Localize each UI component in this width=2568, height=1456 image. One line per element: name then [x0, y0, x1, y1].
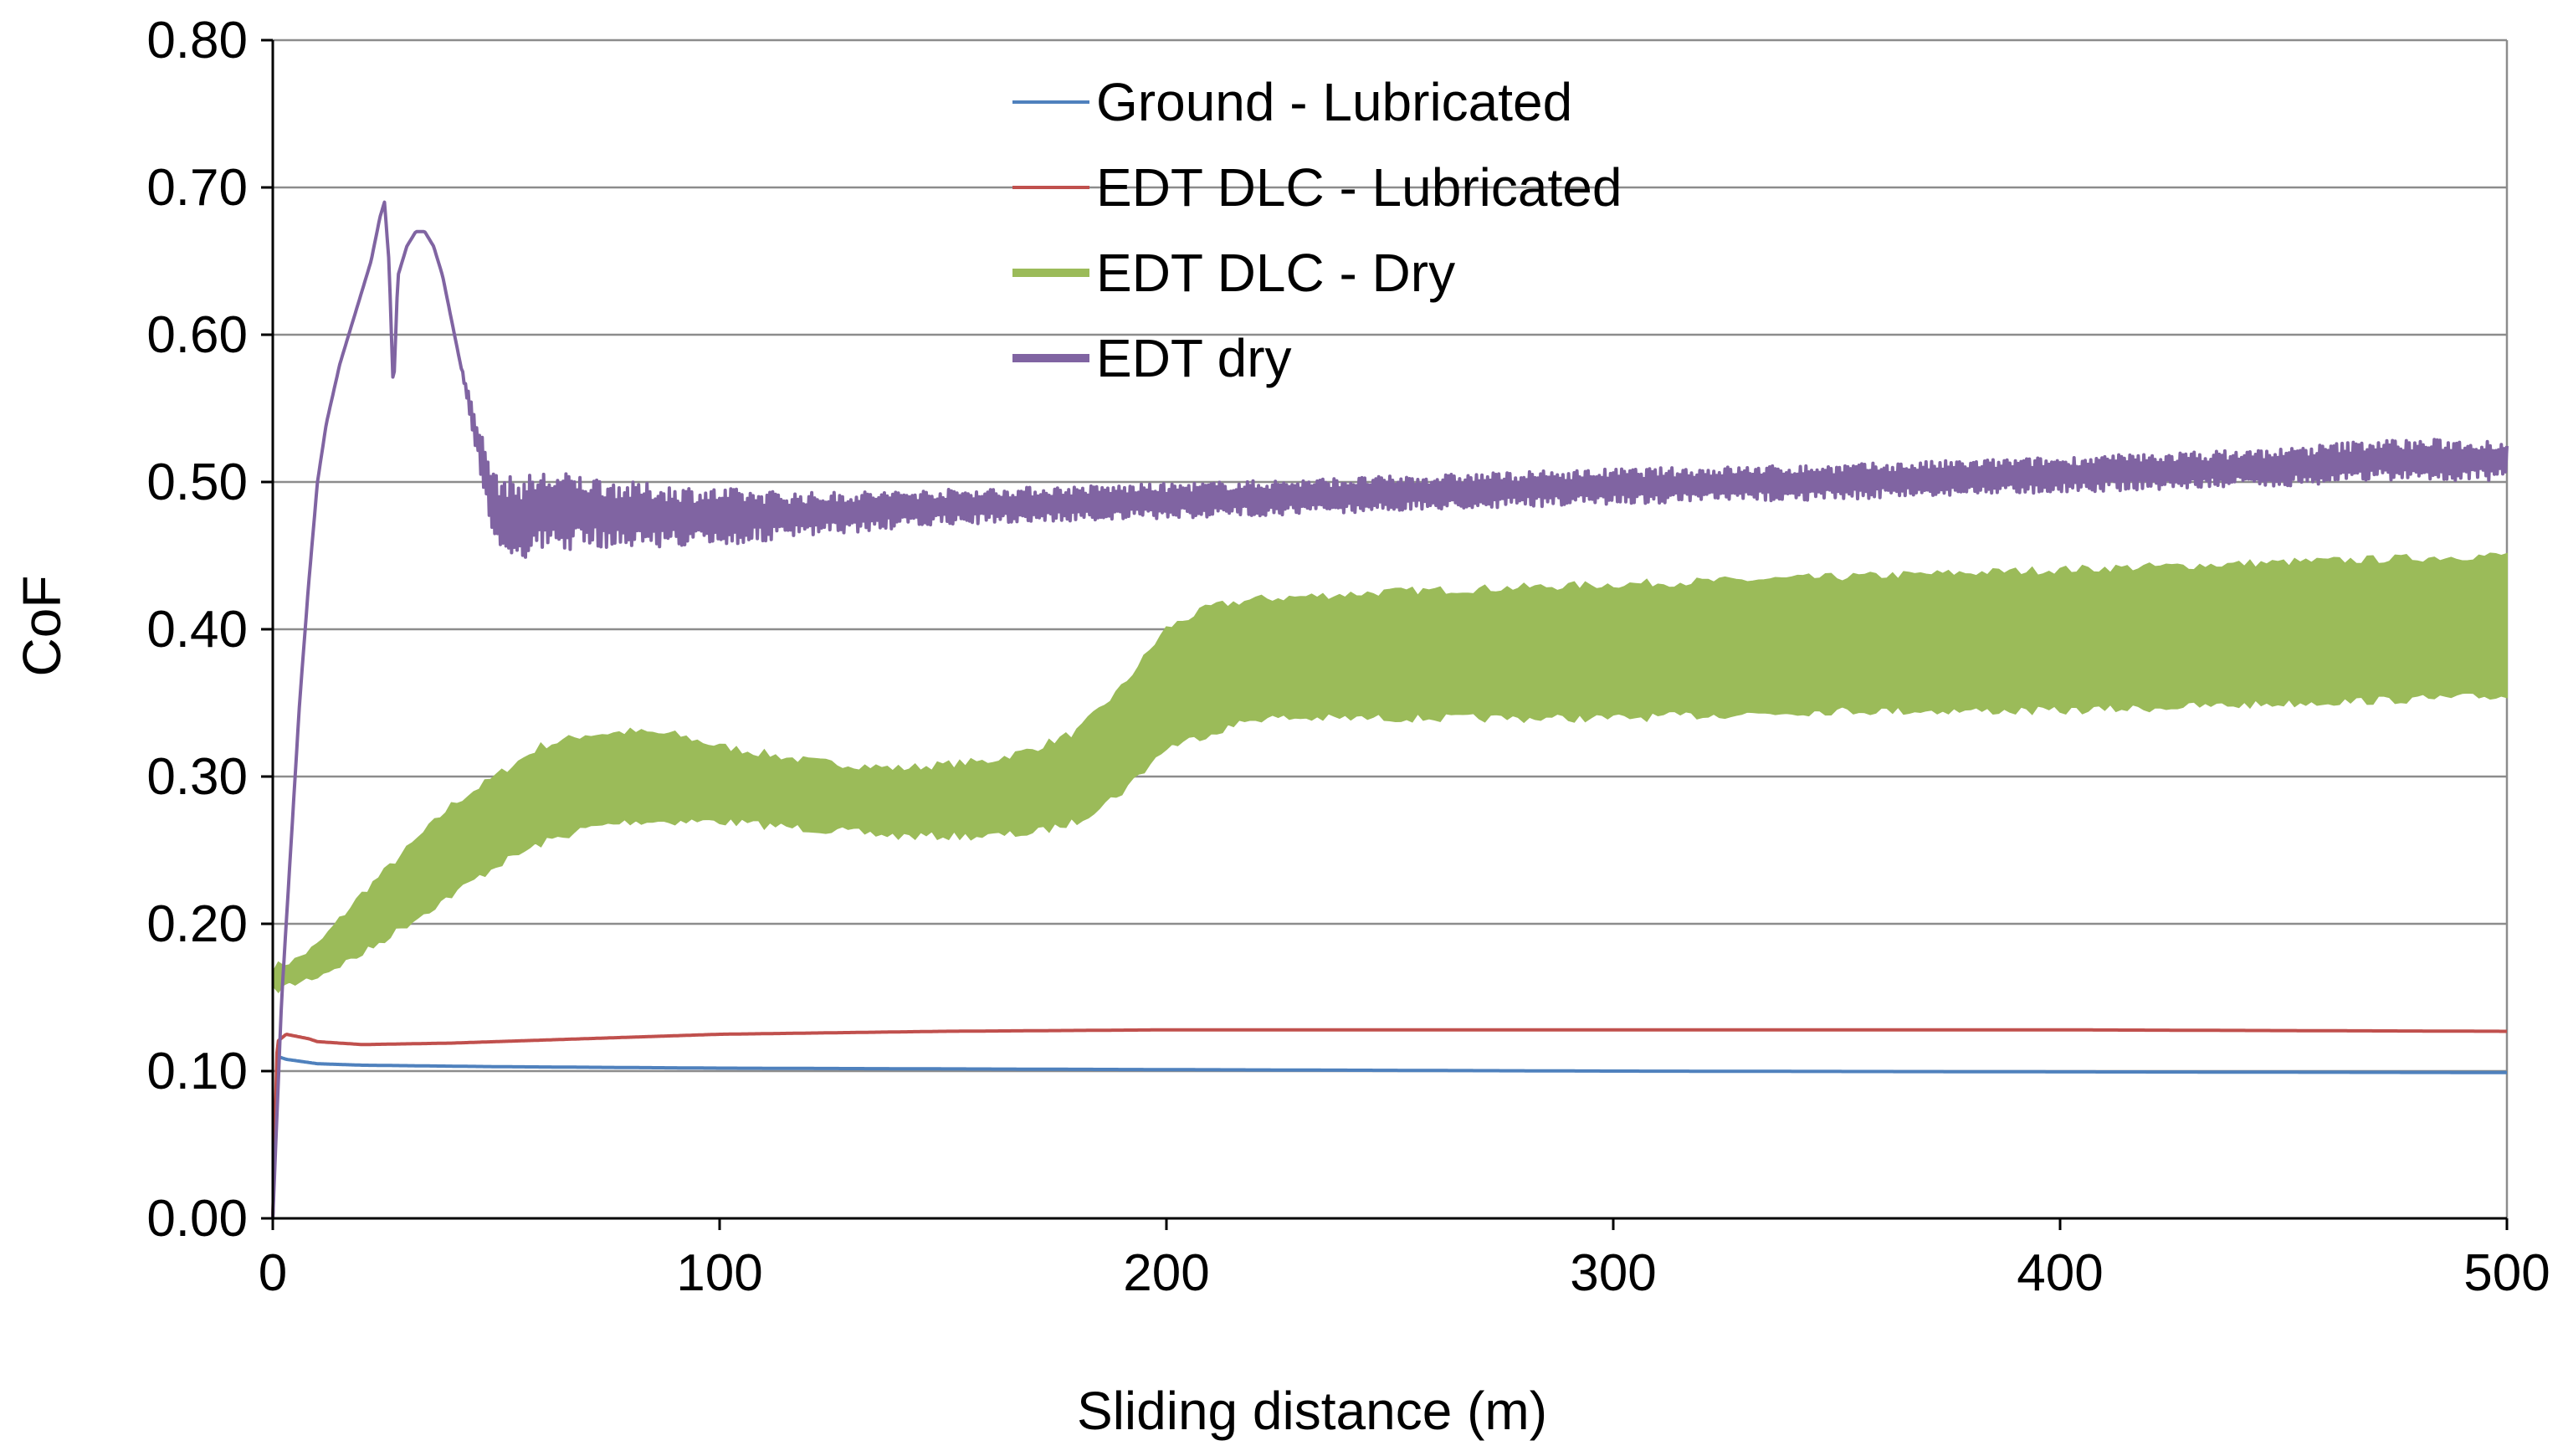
y-tick-label-3: 0.30 — [146, 748, 248, 806]
legend-label-0: Ground - Lubricated — [1096, 72, 1572, 132]
series-layer — [271, 200, 2509, 1219]
series-2 — [272, 552, 2508, 993]
axes — [261, 38, 2509, 1230]
tick-labels: 0.00 0.10 0.20 0.30 0.40 0.50 0.60 0.70 0.80 0 100… — [146, 12, 2550, 1302]
x-tick-label-2: 200 — [1123, 1244, 1209, 1302]
legend-label-1: EDT DLC - Lubricated — [1096, 157, 1622, 218]
legend: Ground - Lubricated EDT DLC - Lubricated E… — [1012, 72, 1622, 388]
legend-label-2: EDT DLC - Dry — [1096, 243, 1455, 303]
legend-label-3: EDT dry — [1096, 328, 1292, 388]
x-tick-label-4: 400 — [2017, 1244, 2103, 1302]
series-line-0 — [271, 1054, 2508, 1219]
y-tick-label-4: 0.40 — [146, 601, 248, 659]
y-tick-label-7: 0.70 — [146, 159, 248, 217]
y-tick-label-8: 0.80 — [146, 12, 248, 69]
series-band-2 — [272, 552, 2508, 993]
y-tick-label-5: 0.50 — [146, 454, 248, 511]
y-tick-label-2: 0.20 — [146, 895, 248, 953]
series-line-3 — [271, 200, 2509, 1219]
series-3 — [271, 200, 2509, 1219]
x-axis-title: Sliding distance (m) — [1077, 1381, 1547, 1441]
y-axis-title: CoF — [12, 576, 72, 677]
series-line-1 — [271, 1028, 2508, 1219]
y-tick-label-1: 0.10 — [146, 1043, 248, 1100]
series-0 — [271, 1054, 2508, 1219]
y-tick-label-0: 0.00 — [146, 1190, 248, 1248]
series-1 — [271, 1028, 2508, 1219]
x-tick-label-5: 500 — [2463, 1244, 2550, 1302]
y-tick-label-6: 0.60 — [146, 306, 248, 364]
x-tick-label-3: 300 — [1570, 1244, 1656, 1302]
x-tick-label-1: 100 — [676, 1244, 762, 1302]
x-tick-label-0: 0 — [259, 1244, 287, 1302]
